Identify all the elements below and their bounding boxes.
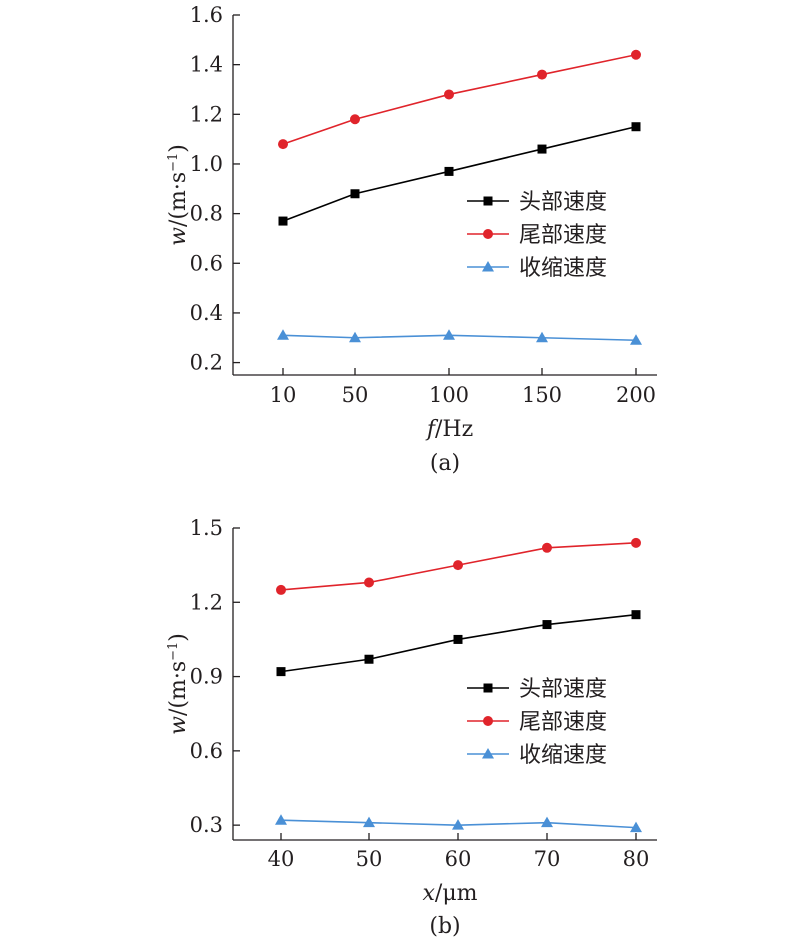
x-axis-label-unit: /μm xyxy=(435,881,478,906)
data-point xyxy=(453,634,463,644)
y-axis-label: w/(m·s−1) xyxy=(166,144,191,246)
x-axis-label: f/Hz xyxy=(425,417,473,442)
data-point xyxy=(542,542,552,553)
data-point xyxy=(364,654,374,664)
y-tick-label: 1.5 xyxy=(190,516,223,540)
y-tick-label: 1.0 xyxy=(190,152,223,176)
data-point xyxy=(631,122,641,132)
series-square xyxy=(276,610,641,677)
y-tick-label: 1.2 xyxy=(190,102,223,126)
y-axis-label-var: w xyxy=(166,227,191,246)
x-tick-label: 200 xyxy=(616,383,656,407)
legend-label: 头部速度 xyxy=(519,677,607,702)
series-circle xyxy=(278,49,641,150)
y-axis-label-close: ) xyxy=(166,144,191,153)
data-point xyxy=(278,139,288,150)
chart-panel-b: 0.3 0.6 0.9 1.2 1.5 40 50 60 70 80 x/μm w/(m·s−1) 头部… xyxy=(166,516,657,939)
series-line xyxy=(282,53,637,145)
data-point xyxy=(542,620,552,630)
legend-marker xyxy=(483,229,493,239)
y-tick-label: 0.4 xyxy=(190,301,223,325)
x-tick-label: 60 xyxy=(445,847,472,871)
data-point xyxy=(444,166,454,176)
x-tick-label: 150 xyxy=(522,383,562,407)
legend-marker xyxy=(483,716,493,726)
y-axis-label-exp: −1 xyxy=(166,153,181,172)
y-tick-label: 0.9 xyxy=(190,665,223,689)
data-point xyxy=(364,577,374,588)
x-axis-label: x/μm xyxy=(423,881,478,906)
legend-marker xyxy=(483,683,493,693)
legend-label: 尾部速度 xyxy=(519,710,607,735)
x-tick-label: 50 xyxy=(342,383,369,407)
y-axis-label-var: w xyxy=(166,716,191,735)
y-tick-label: 0.3 xyxy=(190,813,223,837)
x-axis-label-unit: /Hz xyxy=(435,417,473,442)
legend-marker xyxy=(482,261,494,272)
y-tick-label: 0.6 xyxy=(190,251,223,275)
y-tick-label: 1.2 xyxy=(190,590,223,614)
data-point xyxy=(630,334,642,345)
panel-caption: (a) xyxy=(430,451,460,476)
data-point xyxy=(349,331,361,343)
data-point xyxy=(452,819,464,830)
y-axis-label: w/(m·s−1) xyxy=(166,633,191,735)
data-point xyxy=(453,560,463,571)
data-point xyxy=(278,216,288,226)
data-point xyxy=(630,821,642,833)
data-point xyxy=(276,584,286,595)
series-triangle xyxy=(277,329,642,345)
x-tick-label: 80 xyxy=(623,847,650,871)
data-point xyxy=(275,814,287,825)
y-tick-label: 1.4 xyxy=(190,53,223,77)
x-tick-label: 100 xyxy=(429,383,469,407)
data-point xyxy=(537,69,547,80)
panel-caption: (b) xyxy=(429,914,460,939)
data-point xyxy=(277,329,289,340)
data-point xyxy=(631,610,641,620)
y-tick-label: 0.8 xyxy=(190,202,223,226)
legend-marker xyxy=(482,748,494,759)
x-axis-label-var: x xyxy=(423,881,436,906)
legend-label: 收缩速度 xyxy=(519,743,607,768)
x-tick-label: 70 xyxy=(534,847,561,871)
x-tick-label: 40 xyxy=(268,847,295,871)
x-tick-label: 10 xyxy=(270,383,297,407)
series-line xyxy=(282,334,637,342)
x-tick-label: 50 xyxy=(356,847,383,871)
legend-label: 尾部速度 xyxy=(519,223,607,248)
data-point xyxy=(541,816,553,828)
legend-label: 收缩速度 xyxy=(519,256,607,281)
legend-label: 头部速度 xyxy=(519,190,607,215)
data-point xyxy=(350,114,360,125)
data-point xyxy=(276,667,286,677)
series-triangle xyxy=(275,814,642,833)
y-tick-label: 1.6 xyxy=(190,3,223,27)
y-axis-label-close: ) xyxy=(166,633,191,642)
y-axis-label-unit: /(m·s xyxy=(166,661,191,716)
chart-panel-a: 0.2 0.4 0.6 0.8 1.0 1.2 1.4 1.6 10 50 100 150 200 f/H… xyxy=(166,3,657,476)
y-tick-label: 0.2 xyxy=(190,351,223,375)
series-square xyxy=(278,122,641,226)
y-axis-label-exp: −1 xyxy=(166,642,181,661)
series-circle xyxy=(276,537,641,595)
data-point xyxy=(443,329,455,340)
data-point xyxy=(444,89,454,100)
legend-marker xyxy=(483,196,493,206)
data-point xyxy=(363,816,375,828)
y-tick-label: 0.6 xyxy=(190,739,223,763)
data-point xyxy=(537,144,547,154)
data-point xyxy=(350,189,360,199)
data-point xyxy=(631,49,641,60)
data-point xyxy=(631,537,641,548)
y-axis-label-unit: /(m·s xyxy=(166,172,191,227)
data-point xyxy=(536,331,548,343)
